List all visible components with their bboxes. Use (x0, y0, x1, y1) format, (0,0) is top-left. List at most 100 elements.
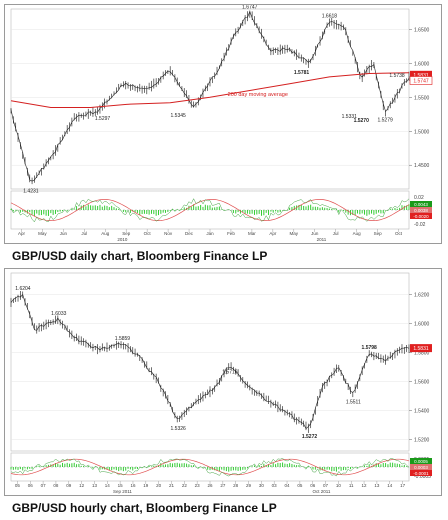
x-tick-label: Oct (395, 231, 403, 236)
indicator-value-box (410, 213, 432, 219)
indicator-value-box (410, 470, 432, 476)
x-tick-label: 07 (41, 483, 47, 488)
x-tick-label: 09 (66, 483, 72, 488)
indicator-value-label: 0.0003 (414, 465, 428, 470)
daily-chart-panel: 1.4500 1.5000 1.5500 1.6000 1.6500 1.4231 1.52… (4, 4, 442, 249)
x-tick-label: 12 (79, 483, 85, 488)
price-annotation: 1.6747 (242, 5, 258, 11)
price-line (10, 293, 410, 430)
x-group-label: 2010 (117, 237, 128, 242)
x-tick-label: Nov (164, 231, 173, 236)
x-tick-label: Aug (353, 231, 362, 236)
price-plot-frame (10, 272, 410, 452)
price-annotation: 1.5270 (354, 118, 370, 124)
x-tick-label: 11 (349, 483, 354, 488)
x-tick-label: 22 (182, 483, 188, 488)
x-group-label: Oct 2011 (312, 489, 330, 494)
price-annotation: 1.5781 (294, 70, 310, 76)
y-tick-label: 1.6000 (414, 61, 430, 67)
ma-value-box (409, 76, 433, 85)
indicator-tick-label: -0.0005 (414, 474, 431, 480)
x-tick-label: Sep (374, 231, 383, 236)
last-price-label: 1.5831 (413, 346, 429, 352)
y-tick-label: 1.5000 (414, 129, 430, 135)
y-tick-label: 1.5400 (414, 408, 430, 414)
hourly-chart-svg: 1.5200 1.5400 1.5600 1.5800 1.6000 1.6200 1.62… (10, 272, 434, 501)
x-tick-label: 14 (387, 483, 393, 488)
indicator-value-label: -0.0020 (413, 214, 429, 219)
price-annotation: 1.5738 (389, 73, 405, 79)
hourly-chart-panel: 1.5200 1.5400 1.5600 1.5800 1.6000 1.6200 1.62… (4, 268, 442, 501)
y-tick-label: 1.5500 (414, 95, 430, 101)
x-tick-label: Jan (206, 231, 214, 236)
x-tick-label: 19 (143, 483, 149, 488)
x-tick-label: 30 (259, 483, 265, 488)
x-tick-label: Aug (101, 231, 110, 236)
price-annotation: 1.6033 (51, 311, 67, 317)
daily-chart-caption: GBP/USD daily chart, Bloomberg Finance L… (12, 249, 268, 263)
x-tick-label: May (38, 231, 47, 236)
x-group-label: Sep 2011 (113, 489, 132, 494)
x-tick-label: Apr (269, 231, 277, 236)
x-tick-label: 05 (297, 483, 303, 488)
indicator-signal-line (10, 199, 410, 221)
moving-average-line (10, 72, 410, 108)
indicator-tick-label: -0.02 (414, 222, 426, 228)
indicator-value-box (410, 201, 432, 207)
x-tick-label: 28 (233, 483, 239, 488)
price-line (10, 10, 410, 182)
x-tick-label: Dec (185, 231, 194, 236)
x-tick-label: 13 (374, 483, 380, 488)
price-annotation: 1.5716 (222, 370, 238, 376)
price-annotation: 1.6204 (15, 286, 31, 292)
x-tick-label: 06 (310, 483, 316, 488)
indicator-value-label: -0.0001 (413, 471, 429, 476)
x-group-label: 2011 (317, 237, 327, 242)
indicator-value-box (410, 458, 432, 464)
last-price-box (410, 70, 432, 79)
x-tick-label: Jun (60, 231, 68, 236)
last-price-label: 1.5831 (413, 73, 429, 79)
x-tick-label: 20 (156, 483, 162, 488)
y-tick-label: 1.6500 (414, 27, 430, 33)
indicator-line (10, 198, 410, 223)
x-tick-label: 13 (92, 483, 98, 488)
x-tick-label: Jul (333, 231, 339, 236)
x-tick-label: Jul (81, 231, 87, 236)
y-tick-label: 1.5600 (414, 380, 430, 386)
x-tick-label: Sep (122, 231, 131, 236)
indicator-value-label: 0.0005 (414, 459, 428, 464)
x-tick-label: 04 (285, 483, 291, 488)
y-tick-label: 1.6200 (414, 293, 430, 299)
price-annotation: 1.5345 (171, 113, 187, 119)
x-tick-label: 26 (207, 483, 213, 488)
x-tick-label: Mar (248, 231, 256, 236)
x-tick-label: 14 (105, 483, 111, 488)
indicator-tick-label: 0.02 (414, 195, 424, 201)
x-tick-label: 23 (195, 483, 201, 488)
x-tick-label: 12 (362, 483, 368, 488)
indicator-value-box (410, 464, 432, 470)
y-tick-label: 1.5200 (414, 437, 430, 443)
x-tick-label: 08 (53, 483, 59, 488)
price-annotation: 1.5511 (346, 399, 361, 405)
price-annotation: 1.5272 (302, 434, 318, 440)
x-tick-label: 15 (118, 483, 124, 488)
x-tick-label: 06 (28, 483, 34, 488)
x-tick-label: 27 (220, 483, 226, 488)
indicator-value-label: 0.0043 (414, 202, 428, 207)
price-annotation: 1.5297 (95, 116, 111, 122)
x-tick-label: Apr (18, 231, 26, 236)
x-tick-label: Oct (144, 231, 152, 236)
daily-chart-svg: 1.4500 1.5000 1.5500 1.6000 1.6500 1.4231 1.52… (10, 5, 434, 249)
x-tick-label: 21 (169, 483, 175, 488)
x-tick-label: 29 (246, 483, 252, 488)
x-tick-label: Jun (311, 231, 319, 236)
y-tick-label: 1.5800 (414, 351, 430, 357)
price-annotation: 1.5279 (377, 117, 393, 123)
ma-value-label: 1.5747 (413, 79, 429, 85)
x-tick-label: May (290, 231, 299, 236)
hourly-chart-caption: GBP/USD hourly chart, Bloomberg Finance … (12, 501, 277, 515)
indicator-value-box (410, 207, 432, 213)
last-price-box (410, 344, 432, 353)
